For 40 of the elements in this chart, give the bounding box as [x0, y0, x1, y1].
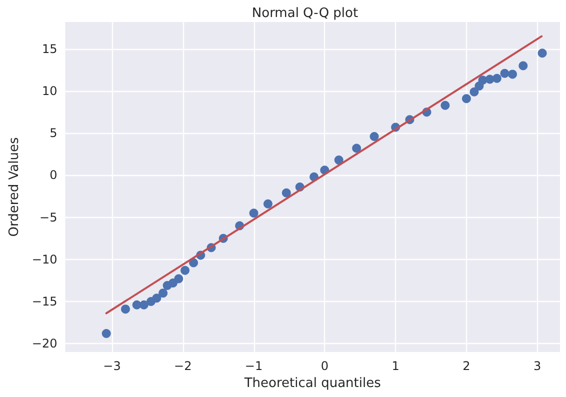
- point: [492, 74, 502, 83]
- point: [538, 48, 547, 58]
- point: [249, 208, 258, 218]
- point: [518, 61, 528, 70]
- point: [500, 68, 510, 78]
- point: [189, 258, 198, 268]
- x-axis-title: Theoretical quantiles: [243, 376, 382, 391]
- point: [462, 94, 471, 104]
- y-tick-label: −5: [40, 210, 58, 224]
- y-tick-label: −15: [32, 294, 58, 308]
- chart-title: Normal Q-Q plot: [252, 6, 358, 21]
- point: [263, 199, 272, 208]
- point: [282, 188, 291, 198]
- y-tick-label: −10: [32, 252, 58, 266]
- point: [334, 156, 344, 165]
- point: [102, 328, 111, 338]
- point: [139, 300, 148, 310]
- y-tick-label: 10: [42, 84, 58, 98]
- y-tick-label: 5: [50, 126, 58, 140]
- point: [440, 100, 450, 110]
- point: [370, 132, 379, 141]
- y-axis-title: Ordered Values: [7, 137, 22, 237]
- y-tick-label: 15: [42, 42, 58, 56]
- x-tick-label: −1: [244, 359, 263, 373]
- point: [152, 294, 162, 303]
- point: [174, 274, 184, 284]
- point: [158, 288, 168, 298]
- point: [508, 70, 518, 79]
- point: [470, 87, 479, 96]
- x-tick-label: 0: [320, 359, 328, 373]
- point: [120, 304, 130, 314]
- y-tick-label: −20: [32, 336, 58, 351]
- point: [352, 144, 362, 153]
- x-tick-label: 3: [533, 359, 542, 373]
- x-tick-label: 1: [392, 359, 400, 373]
- x-tick-label: 2: [462, 359, 470, 373]
- x-tick-label: −2: [174, 359, 192, 373]
- point: [180, 266, 190, 275]
- y-tick-label: 0: [50, 168, 58, 182]
- x-tick-label: −3: [103, 359, 121, 373]
